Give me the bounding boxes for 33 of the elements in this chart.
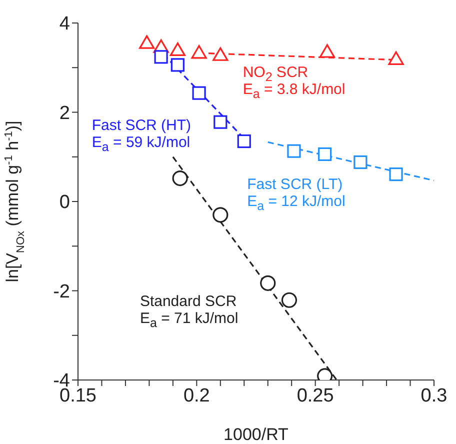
x-tick-label: 0.2 xyxy=(183,385,210,406)
point xyxy=(287,144,301,158)
annotation: E$_{a}$ = 59 kJ/mol xyxy=(92,134,190,156)
point xyxy=(154,50,168,64)
x-tick-label: 0.3 xyxy=(420,385,448,406)
point xyxy=(139,35,155,49)
point xyxy=(192,86,206,100)
point xyxy=(172,170,188,186)
point xyxy=(170,58,184,72)
point xyxy=(354,155,368,170)
point xyxy=(237,134,251,148)
point xyxy=(318,147,332,161)
point xyxy=(191,45,207,59)
point xyxy=(260,275,276,291)
point xyxy=(319,44,335,58)
point xyxy=(389,167,403,182)
annotation: Fast SCR (HT) xyxy=(92,117,192,134)
annotation: E$_{a}$ = 71 kJ/mol xyxy=(140,310,238,332)
annotation: E$_{a}$ = 12 kJ/mol xyxy=(247,193,346,216)
x-axis-title: 1000/RT xyxy=(224,425,288,444)
point xyxy=(281,292,298,308)
point xyxy=(212,207,228,223)
y-tick-label: 2 xyxy=(59,102,70,124)
x-tick-label: 0.25 xyxy=(296,385,334,406)
annotation: Fast SCR (LT) xyxy=(247,176,343,194)
point xyxy=(212,47,228,61)
y-tick-label: 0 xyxy=(59,192,70,214)
point xyxy=(170,42,186,56)
y-tick-label: 4 xyxy=(59,14,70,35)
point xyxy=(388,51,404,65)
point xyxy=(214,115,228,129)
annotation: Standard SCR xyxy=(140,292,237,310)
y-tick-label: -2 xyxy=(53,281,70,302)
